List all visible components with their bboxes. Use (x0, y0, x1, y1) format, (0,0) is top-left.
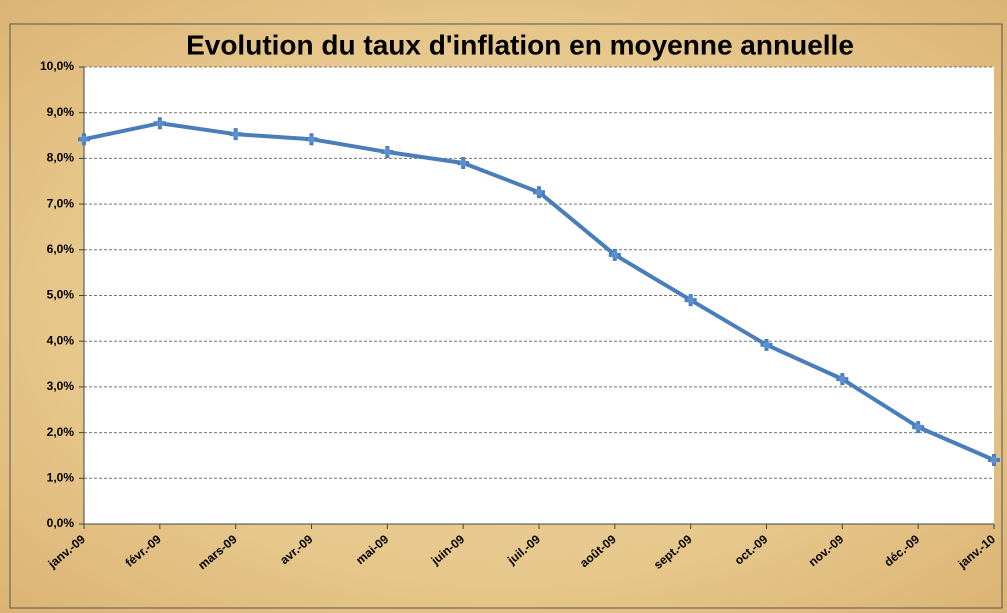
marker-dot (763, 341, 770, 349)
marker-dot (308, 135, 315, 143)
chart-title: Evolution du taux d'inflation en moyenne… (186, 29, 854, 60)
y-tick-label: 9,0% (47, 105, 75, 119)
marker-dot (535, 188, 543, 196)
marker-dot (687, 296, 695, 304)
marker-dot (611, 251, 619, 259)
marker-dot (156, 119, 164, 127)
y-tick-label: 4,0% (47, 333, 75, 347)
marker-dot (232, 130, 240, 138)
y-tick-label: 10,0% (40, 59, 74, 73)
marker-dot (383, 148, 391, 156)
y-tick-label: 1,0% (47, 470, 75, 484)
marker-dot (914, 423, 922, 431)
marker-dot (80, 135, 88, 143)
y-tick-label: 0,0% (47, 516, 75, 530)
y-tick-label: 3,0% (47, 379, 75, 393)
marker-dot (459, 159, 467, 167)
chart-border (9, 23, 1003, 609)
y-tick-label: 2,0% (47, 425, 75, 439)
y-tick-label: 6,0% (47, 242, 75, 256)
marker-dot (990, 456, 998, 464)
y-tick-label: 8,0% (47, 151, 75, 165)
y-tick-label: 7,0% (47, 196, 75, 210)
marker-dot (838, 375, 846, 383)
y-tick-label: 5,0% (47, 288, 75, 302)
